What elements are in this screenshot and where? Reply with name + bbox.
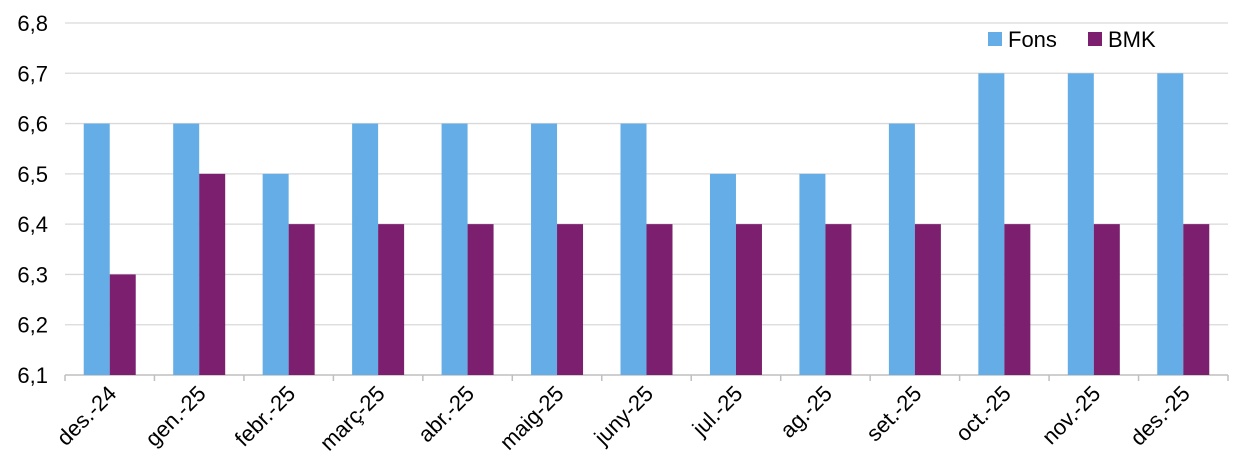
bar-fons bbox=[262, 173, 289, 375]
legend-swatch-fons bbox=[988, 32, 1002, 46]
legend-label-bmk: BMK bbox=[1108, 27, 1156, 52]
bar-fons bbox=[441, 123, 468, 375]
category-label: febr.-25 bbox=[230, 381, 300, 451]
category-label: nov.-25 bbox=[1037, 381, 1105, 449]
category-label: set.-25 bbox=[861, 381, 926, 446]
bar-fons bbox=[888, 123, 915, 375]
y-tick-label: 6,8 bbox=[17, 11, 48, 36]
bar-bmk bbox=[735, 224, 762, 375]
bar-bmk bbox=[467, 224, 494, 375]
y-tick-label: 6,1 bbox=[17, 363, 48, 388]
bar-fons bbox=[1157, 73, 1184, 376]
bar-bmk bbox=[1183, 224, 1210, 375]
y-tick-label: 6,3 bbox=[17, 262, 48, 287]
category-label: jul.-25 bbox=[687, 381, 748, 442]
bar-fons bbox=[173, 123, 200, 375]
bar-fons bbox=[620, 123, 647, 375]
category-label: des.-24 bbox=[52, 381, 122, 451]
category-label: juny-25 bbox=[589, 381, 658, 450]
bar-fons bbox=[531, 123, 558, 375]
legend-label-fons: Fons bbox=[1008, 27, 1057, 52]
bar-bmk bbox=[288, 224, 315, 375]
bar-fons bbox=[709, 173, 736, 375]
legend-swatch-bmk bbox=[1088, 32, 1102, 46]
category-label: maig-25 bbox=[495, 381, 569, 455]
bar-bmk bbox=[1093, 224, 1120, 375]
y-tick-label: 6,2 bbox=[17, 313, 48, 338]
bar-fons bbox=[799, 173, 826, 375]
bar-bmk bbox=[378, 224, 405, 375]
category-label: des.-25 bbox=[1125, 381, 1195, 451]
category-label: oct.-25 bbox=[951, 381, 1016, 446]
bar-fons bbox=[978, 73, 1005, 376]
y-tick-label: 6,6 bbox=[17, 112, 48, 137]
bar-fons bbox=[1067, 73, 1094, 376]
bar-fons bbox=[352, 123, 379, 375]
bar-bmk bbox=[646, 224, 673, 375]
bar-bmk bbox=[109, 274, 136, 375]
bar-bmk bbox=[557, 224, 584, 375]
y-tick-label: 6,7 bbox=[17, 61, 48, 86]
bar-fons bbox=[83, 123, 110, 375]
bar-bmk bbox=[1004, 224, 1031, 375]
y-tick-label: 6,5 bbox=[17, 162, 48, 187]
category-label: març-25 bbox=[315, 381, 390, 456]
bar-bmk bbox=[825, 224, 852, 375]
category-label: gen.-25 bbox=[140, 381, 210, 451]
bar-bmk bbox=[914, 224, 941, 375]
bar-bmk bbox=[199, 173, 226, 375]
category-label: ag.-25 bbox=[775, 381, 837, 443]
category-label: abr.-25 bbox=[413, 381, 479, 447]
y-tick-label: 6,4 bbox=[17, 212, 48, 237]
